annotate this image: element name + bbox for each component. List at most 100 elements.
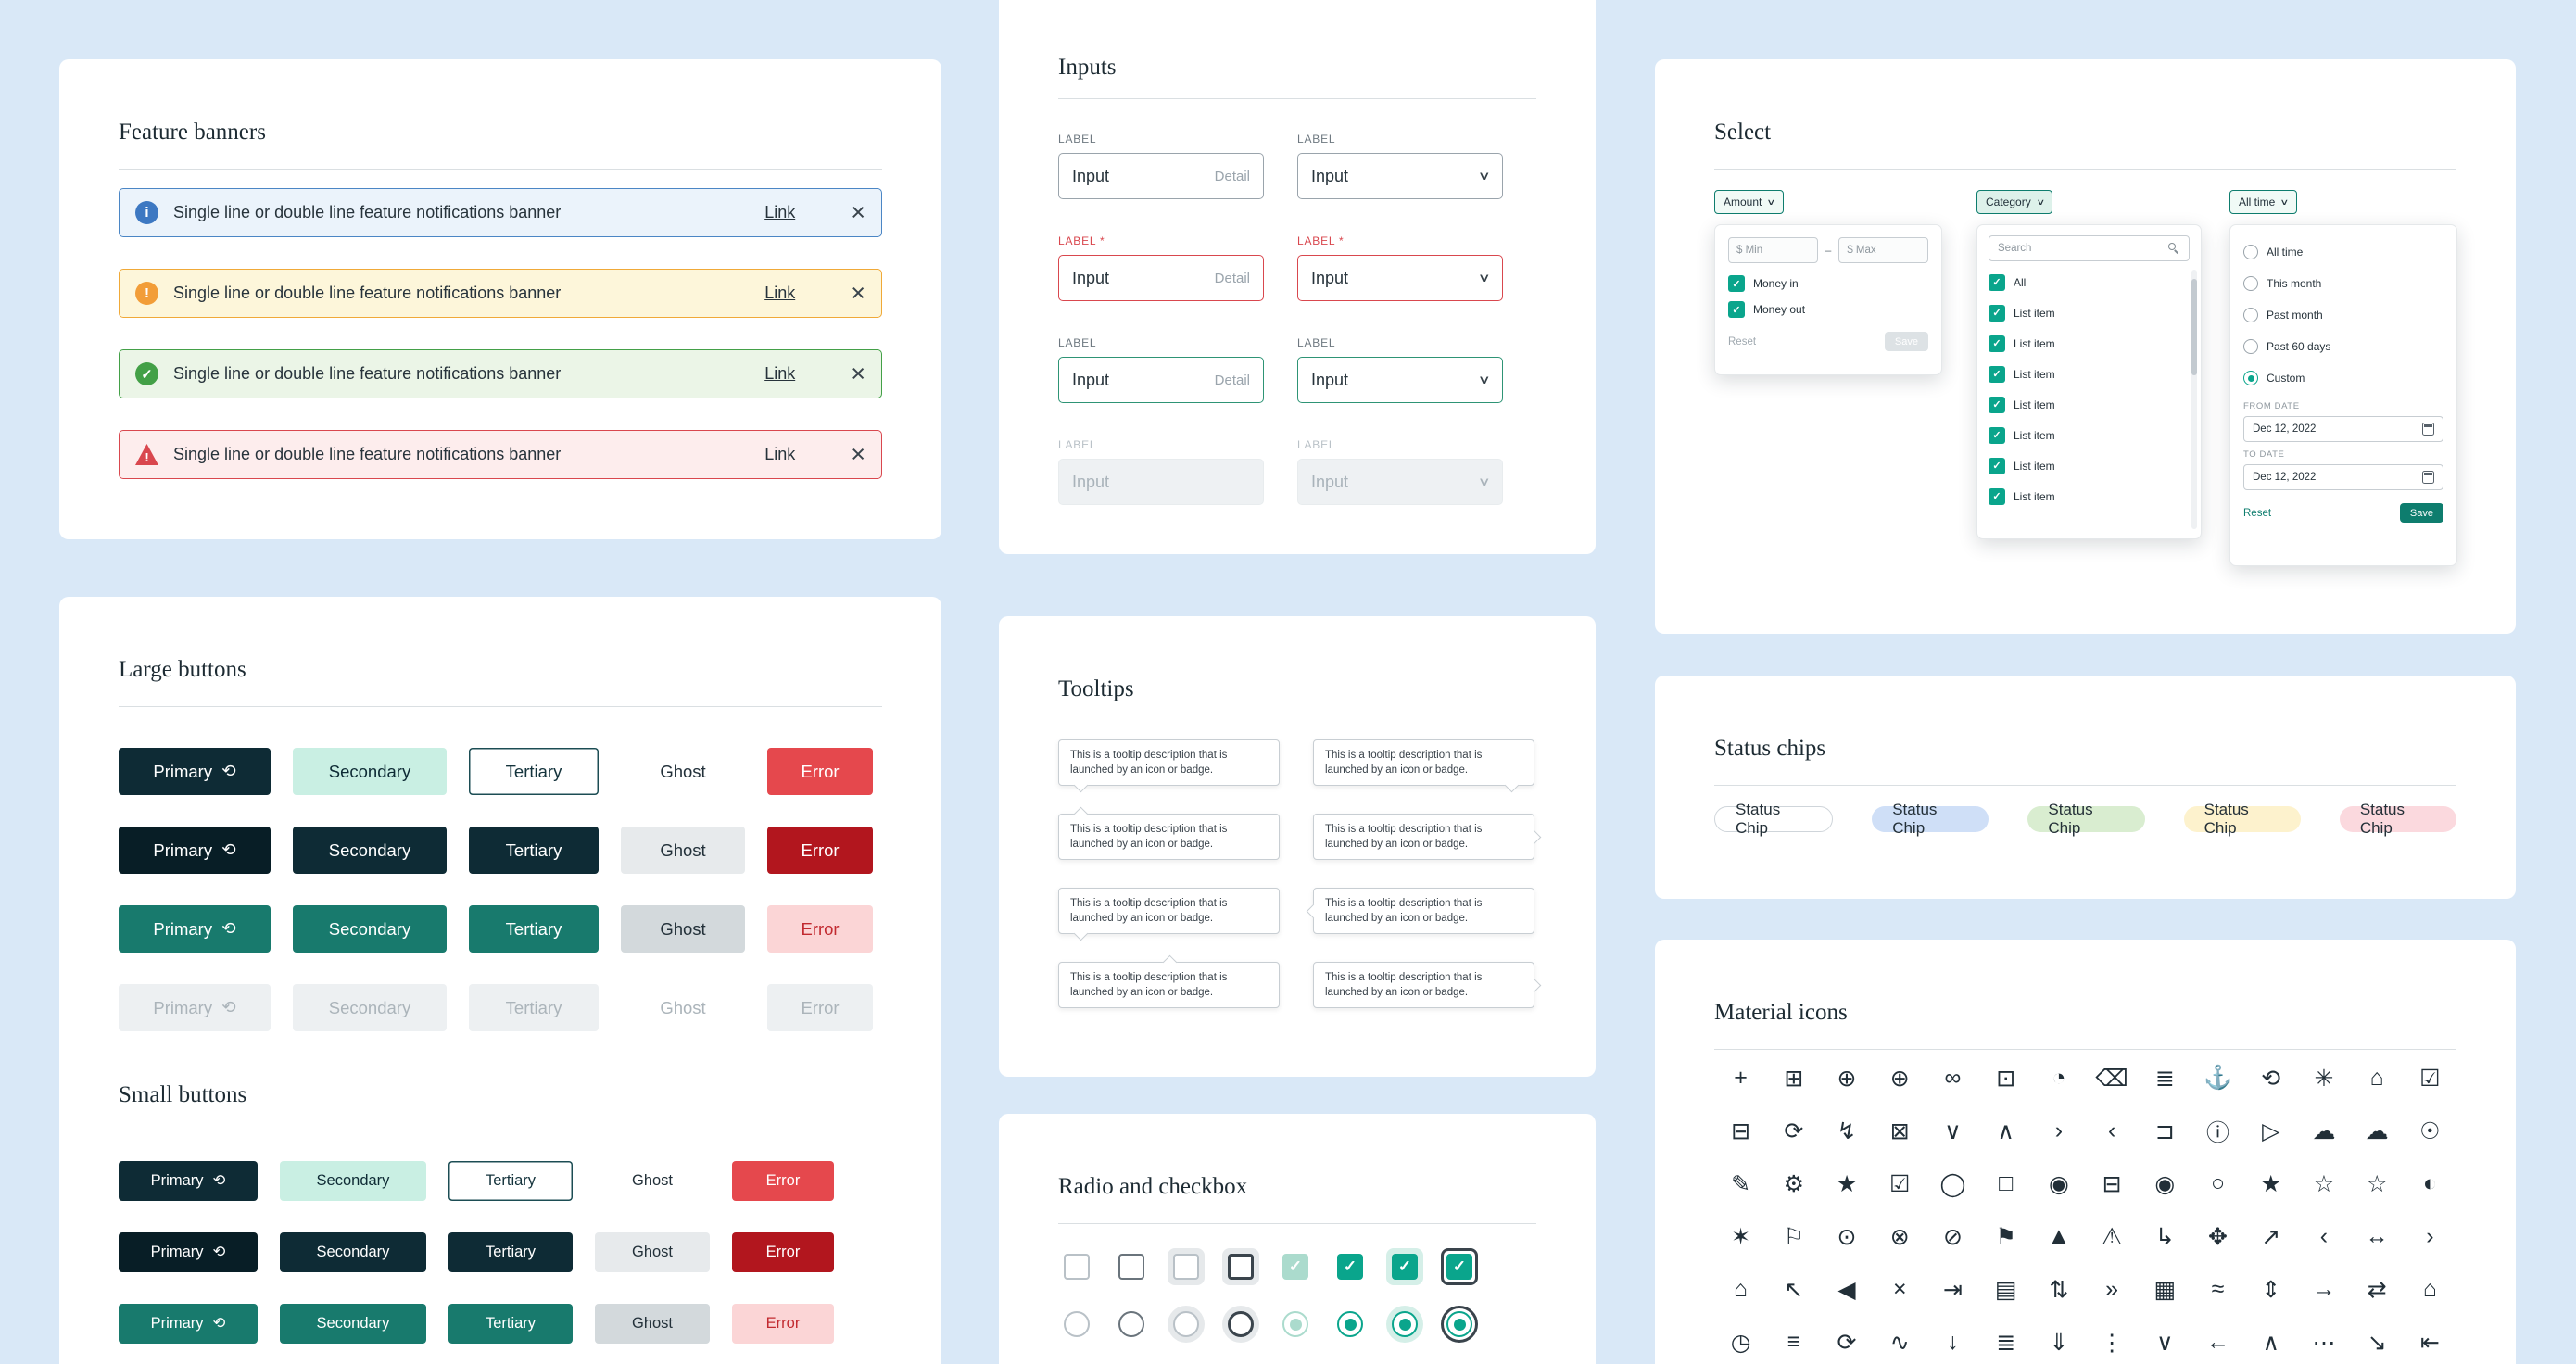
checkbox[interactable]: ✓ (1222, 1248, 1259, 1285)
button[interactable]: Secondary ⟲ (280, 1161, 426, 1201)
radio-option[interactable]: Past 60 days (2243, 331, 2443, 362)
button[interactable]: Primary ⟲ (119, 984, 271, 1031)
save-button[interactable]: Save (1884, 332, 1928, 351)
save-button[interactable]: Save (2399, 503, 2443, 523)
button[interactable]: Secondary ⟲ (280, 1304, 426, 1344)
option-row[interactable]: ✓ List item (1989, 389, 2190, 420)
button[interactable]: Primary ⟲ (119, 1232, 258, 1272)
button[interactable]: Ghost ⟲ (621, 827, 745, 874)
select-input[interactable]: Input ∨ (1297, 357, 1503, 403)
button[interactable]: Error ⟲ (767, 827, 873, 874)
radio-option[interactable]: Past month (2243, 299, 2443, 331)
checkbox[interactable]: ✓ (1113, 1248, 1150, 1285)
banner-link[interactable]: Link (764, 445, 796, 463)
history-icon: ⟲ (212, 1315, 226, 1332)
button[interactable]: Error ⟲ (767, 984, 873, 1031)
button[interactable]: Error ⟲ (767, 905, 873, 953)
option-row[interactable]: ✓ List item (1989, 328, 2190, 359)
option-row[interactable]: ✓ List item (1989, 450, 2190, 481)
button[interactable]: Ghost ⟲ (621, 984, 745, 1031)
button[interactable]: Tertiary ⟲ (448, 1304, 573, 1344)
button[interactable]: Primary ⟲ (119, 905, 271, 953)
button[interactable]: Primary ⟲ (119, 827, 271, 874)
radio-button[interactable] (1058, 1306, 1095, 1343)
reset-button[interactable]: Reset (1728, 335, 1757, 347)
option-row[interactable]: ✓ List item (1989, 420, 2190, 450)
tooltip-text: This is a tooltip description that is la… (1070, 824, 1228, 850)
from-date-input[interactable]: Dec 12, 2022 (2243, 416, 2443, 442)
option-row[interactable]: ✓ List item (1989, 359, 2190, 389)
max-amount-input[interactable]: $ Max (1838, 237, 1928, 263)
button[interactable]: Secondary ⟲ (293, 748, 447, 795)
radio-button[interactable] (1113, 1306, 1150, 1343)
button[interactable]: Error ⟲ (732, 1161, 834, 1201)
text-input[interactable]: Input Detail (1058, 255, 1264, 301)
checkbox[interactable]: ✓ (1386, 1248, 1423, 1285)
button[interactable]: Primary ⟲ (119, 1161, 258, 1201)
button[interactable]: Ghost ⟲ (595, 1161, 710, 1201)
checkbox[interactable]: ✓ (1277, 1248, 1314, 1285)
checkbox[interactable]: ✓ (1332, 1248, 1369, 1285)
select-input[interactable]: Input ∨ (1297, 459, 1503, 505)
button[interactable]: Ghost ⟲ (621, 748, 745, 795)
select-trigger-amount[interactable]: Amount ∨ (1714, 190, 1784, 214)
button[interactable]: Secondary ⟲ (293, 984, 447, 1031)
button[interactable]: Tertiary ⟲ (469, 905, 599, 953)
reset-button[interactable]: Reset (2243, 507, 2272, 519)
radio-button[interactable] (1441, 1306, 1478, 1343)
select-trigger-time[interactable]: All time ∨ (2229, 190, 2297, 214)
button[interactable]: Ghost ⟲ (595, 1232, 710, 1272)
radio-option[interactable]: This month (2243, 268, 2443, 299)
search-input[interactable]: Search (1989, 235, 2190, 261)
banner-link[interactable]: Link (764, 284, 796, 302)
select-trigger-category[interactable]: Category ∨ (1976, 190, 2053, 214)
select-input[interactable]: Input ∨ (1297, 255, 1503, 301)
close-icon[interactable]: × (851, 279, 865, 307)
button[interactable]: Error ⟲ (767, 748, 873, 795)
radio-button[interactable] (1277, 1306, 1314, 1343)
option-row[interactable]: ✓ List item (1989, 481, 2190, 512)
button[interactable]: Tertiary ⟲ (469, 827, 599, 874)
close-icon[interactable]: × (851, 198, 865, 226)
radio-button[interactable] (1222, 1306, 1259, 1343)
close-icon[interactable]: × (851, 360, 865, 387)
option-row[interactable]: ✓ All (1989, 267, 2190, 297)
button[interactable]: Tertiary ⟲ (448, 1232, 573, 1272)
button[interactable]: Primary ⟲ (119, 1304, 258, 1344)
option-row[interactable]: ✓ Money out (1728, 297, 1928, 322)
option-row[interactable]: ✓ Money in (1728, 271, 1928, 297)
radio-option[interactable]: All time (2243, 236, 2443, 268)
checkbox[interactable]: ✓ (1168, 1248, 1205, 1285)
banner-link[interactable]: Link (764, 203, 796, 221)
radio-option[interactable]: Custom (2243, 362, 2443, 394)
close-icon[interactable]: × (851, 440, 865, 468)
button[interactable]: Tertiary ⟲ (448, 1161, 573, 1201)
radio-button[interactable] (1168, 1306, 1205, 1343)
button[interactable]: Secondary ⟲ (293, 905, 447, 953)
button[interactable]: Tertiary ⟲ (469, 748, 599, 795)
checkbox[interactable]: ✓ (1058, 1248, 1095, 1285)
option-row[interactable]: ✓ List item (1989, 297, 2190, 328)
text-input[interactable]: Input Detail (1058, 357, 1264, 403)
button[interactable]: Secondary ⟲ (280, 1232, 426, 1272)
button[interactable]: Secondary ⟲ (293, 827, 447, 874)
scrollbar-thumb[interactable] (2191, 279, 2197, 375)
min-amount-input[interactable]: $ Min (1728, 237, 1818, 263)
south-icon: ⇓ (2049, 1329, 2069, 1356)
button[interactable]: Error ⟲ (732, 1232, 834, 1272)
button[interactable]: Error ⟲ (732, 1304, 834, 1344)
button[interactable]: Primary ⟲ (119, 748, 271, 795)
button[interactable]: Ghost ⟲ (621, 905, 745, 953)
radio-button[interactable] (1332, 1306, 1369, 1343)
checkbox[interactable]: ✓ (1441, 1248, 1478, 1285)
to-date-input[interactable]: Dec 12, 2022 (2243, 464, 2443, 490)
banner-link[interactable]: Link (764, 364, 796, 383)
radio-button[interactable] (1386, 1306, 1423, 1343)
select-input[interactable]: Input ∨ (1297, 153, 1503, 199)
text-input[interactable]: Input (1058, 459, 1264, 505)
text-input[interactable]: Input Detail (1058, 153, 1264, 199)
button[interactable]: Tertiary ⟲ (469, 984, 599, 1031)
checkbox-checked-icon: ✓ (1989, 487, 2005, 505)
button[interactable]: Ghost ⟲ (595, 1304, 710, 1344)
